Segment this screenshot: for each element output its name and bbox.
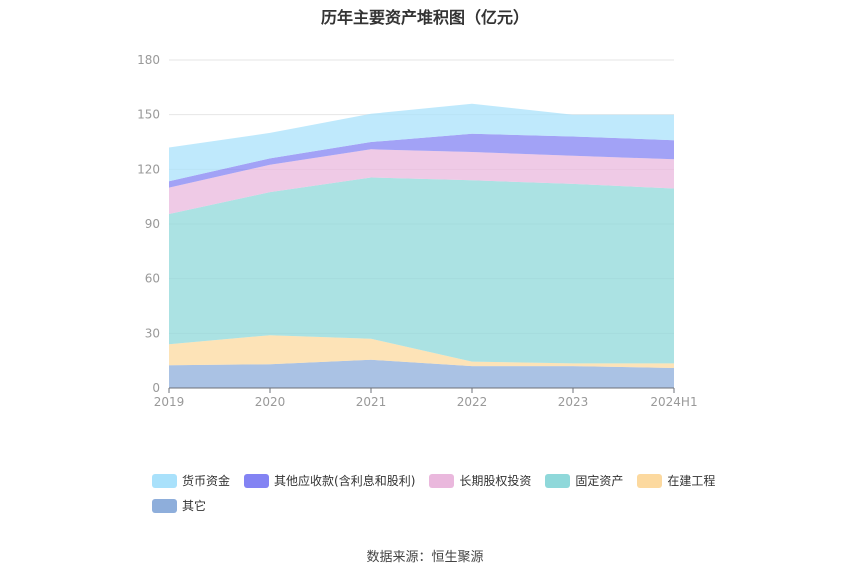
area-长期股权投资	[169, 149, 674, 214]
legend-label: 其他应收款(含利息和股利)	[274, 474, 416, 488]
legend-swatch	[152, 498, 177, 513]
y-tick-label: 90	[145, 217, 160, 231]
y-tick-label: 120	[137, 162, 160, 176]
legend-swatch	[429, 473, 455, 488]
x-tick-label: 2023	[558, 395, 589, 409]
x-tick-label: 2022	[457, 395, 488, 409]
x-tick-label: 2024H1	[650, 395, 697, 409]
chart-title: 历年主要资产堆积图（亿元）	[320, 8, 529, 27]
y-tick-label: 180	[137, 53, 160, 67]
area-货币资金	[169, 103, 674, 182]
axes: 0 30 60 90 120 150 180 2019 2020 2021 2022 2023 2024…	[137, 53, 698, 409]
y-tick-label: 0	[152, 381, 160, 395]
y-tick-label: 30	[145, 326, 160, 340]
legend-item[interactable]: 长期股权投资	[429, 472, 531, 489]
legend-swatch	[545, 473, 571, 488]
legend-label: 货币资金	[182, 474, 231, 488]
x-tick-label: 2020	[255, 395, 286, 409]
legend-item[interactable]: 其他应收款(含利息和股利)	[244, 472, 415, 489]
legend-swatch	[244, 473, 270, 488]
y-tick-label: 150	[137, 108, 160, 122]
legend-label: 其它	[182, 499, 207, 513]
area-在建工程	[169, 335, 674, 368]
x-tick-label: 2021	[356, 395, 387, 409]
x-tick-label: 2019	[154, 395, 185, 409]
legend-label: 在建工程	[667, 474, 716, 488]
y-tick-label: 60	[145, 272, 160, 286]
legend-item[interactable]: 在建工程	[637, 472, 715, 489]
legend-label: 固定资产	[575, 474, 624, 488]
legend-item[interactable]: 其它	[152, 497, 206, 514]
area-固定资产	[169, 177, 674, 364]
area-其它	[169, 359, 674, 388]
data-source: 数据来源：恒生聚源	[366, 550, 484, 565]
legend: 货币资金 其他应收款(含利息和股利) 长期股权投资 固定资产 在建工程其它	[152, 472, 752, 514]
legend-item[interactable]: 货币资金	[152, 472, 230, 489]
area-series	[169, 103, 674, 388]
legend-swatch	[637, 473, 663, 488]
area-其他应收款(含利息和股利)	[169, 133, 674, 188]
legend-item[interactable]: 固定资产	[545, 472, 623, 489]
legend-swatch	[152, 473, 177, 488]
legend-label: 长期股权投资	[459, 474, 532, 488]
